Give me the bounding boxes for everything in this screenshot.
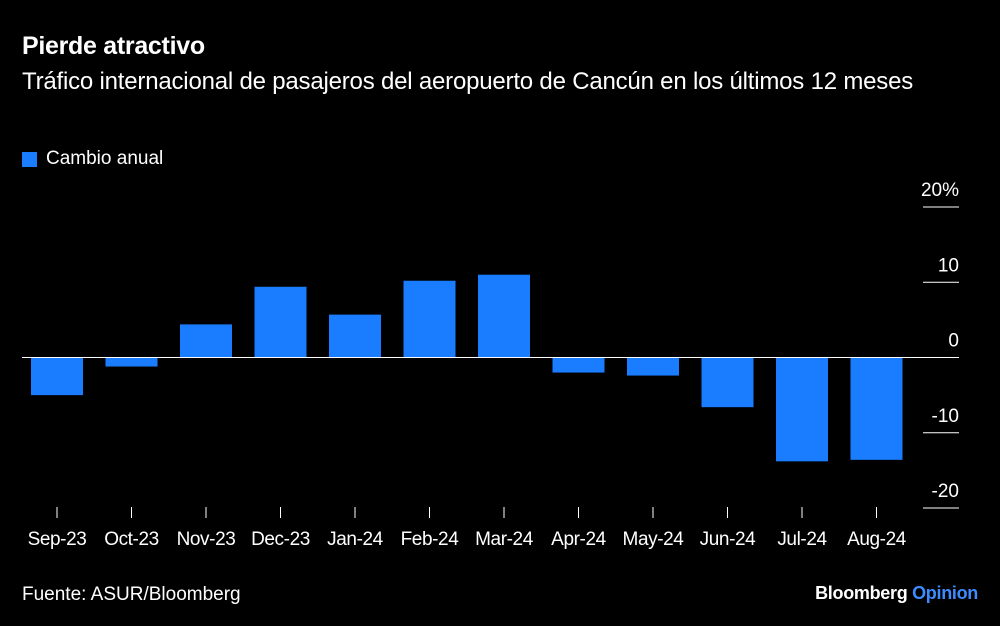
bar: [329, 314, 381, 358]
x-tick-label: Sep-23: [28, 529, 87, 550]
legend-swatch: [22, 151, 37, 167]
source-note: Fuente: ASUR/Bloomberg: [22, 584, 241, 605]
bar: [180, 324, 232, 358]
bar: [850, 357, 903, 460]
y-tick-label: 10: [938, 255, 959, 276]
x-tick-label: Dec-23: [251, 529, 310, 550]
bar: [403, 280, 456, 358]
x-tick-label: Apr-24: [551, 529, 606, 550]
brand-sub: Opinion: [912, 583, 978, 603]
bar: [31, 357, 83, 396]
y-tick-label: -10: [932, 406, 959, 427]
bar: [254, 286, 307, 358]
x-tick-label: Jun-24: [700, 529, 757, 550]
x-tick-label: Oct-23: [104, 529, 159, 550]
x-tick-label: Mar-24: [475, 529, 534, 550]
y-tick-label: 0: [948, 331, 959, 352]
x-tick-label: Nov-23: [177, 529, 236, 550]
chart-subtitle: Tráfico internacional de pasajeros del a…: [22, 68, 914, 95]
bar: [478, 274, 530, 358]
brand-logo: Bloomberg Opinion: [815, 583, 978, 604]
bar: [627, 357, 679, 376]
legend: Cambio anual: [22, 148, 163, 170]
x-tick-label: Jul-24: [777, 529, 827, 550]
x-tick-label: Feb-24: [401, 529, 460, 550]
y-tick-label: 20%: [921, 180, 959, 201]
x-tick-label: May-24: [623, 529, 685, 550]
bar: [776, 357, 828, 462]
y-tick-label: -20: [932, 481, 959, 502]
x-tick-label: Jan-24: [327, 529, 384, 550]
bar: [105, 357, 158, 367]
bar: [701, 357, 754, 408]
legend-label: Cambio anual: [46, 148, 164, 169]
brand-main: Bloomberg: [815, 583, 908, 603]
x-tick-label: Aug-24: [847, 529, 907, 550]
bar: [552, 357, 605, 373]
chart-title: Pierde atractivo: [22, 32, 205, 60]
